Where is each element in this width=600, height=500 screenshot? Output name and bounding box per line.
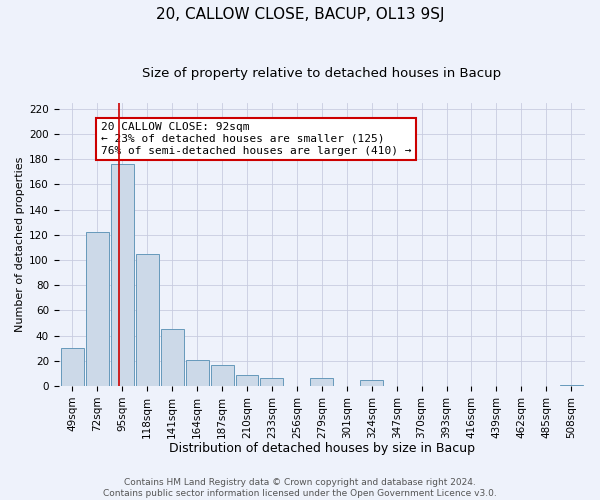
Bar	[560, 384, 583, 386]
Bar	[360, 380, 383, 386]
Text: Contains HM Land Registry data © Crown copyright and database right 2024.
Contai: Contains HM Land Registry data © Crown c…	[103, 478, 497, 498]
Bar	[211, 364, 233, 386]
Bar	[61, 348, 84, 386]
Bar	[111, 164, 134, 386]
Y-axis label: Number of detached properties: Number of detached properties	[15, 156, 25, 332]
Bar	[310, 378, 333, 386]
Bar	[86, 232, 109, 386]
Bar	[236, 374, 259, 386]
Bar	[185, 360, 209, 386]
Bar	[260, 378, 283, 386]
Bar	[136, 254, 158, 386]
Bar	[161, 330, 184, 386]
X-axis label: Distribution of detached houses by size in Bacup: Distribution of detached houses by size …	[169, 442, 475, 455]
Title: Size of property relative to detached houses in Bacup: Size of property relative to detached ho…	[142, 68, 502, 80]
Text: 20 CALLOW CLOSE: 92sqm
← 23% of detached houses are smaller (125)
76% of semi-de: 20 CALLOW CLOSE: 92sqm ← 23% of detached…	[101, 122, 411, 156]
Text: 20, CALLOW CLOSE, BACUP, OL13 9SJ: 20, CALLOW CLOSE, BACUP, OL13 9SJ	[156, 8, 444, 22]
